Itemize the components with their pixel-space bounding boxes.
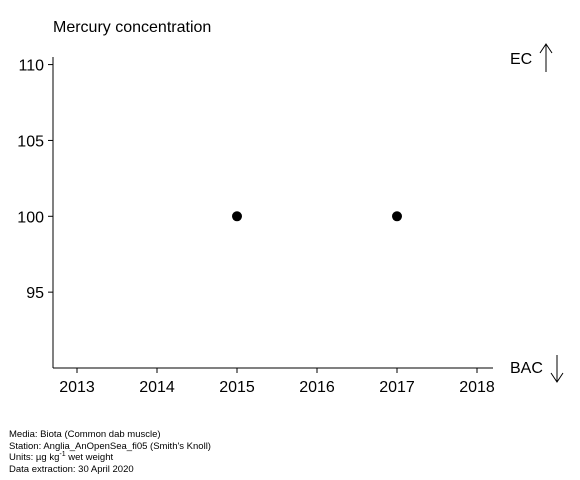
bac-arrow-head [550,372,564,383]
ec-label: EC [510,51,533,68]
data-point [392,211,402,222]
x-tick-label: 2018 [459,379,495,396]
footer-units-suffix: wet weight [65,452,114,463]
footer-extraction: Data extraction: 30 April 2020 [9,463,134,475]
chart-axes: 95 100 105 110 2013 2014 2015 2016 2017 2018 [17,57,495,396]
y-tick-label: 110 [18,58,44,75]
x-tick-label: 2014 [139,379,175,396]
chart-title: Mercury concentration [53,19,212,36]
x-tick-label: 2016 [299,379,335,396]
x-tick-label: 2017 [379,379,415,396]
data-point [232,211,242,222]
bac-label: BAC [510,360,543,377]
chart-marks [232,211,402,222]
y-tick-label: 105 [17,133,44,150]
chart-footer: Media: Biota (Common dab muscle) Station… [9,429,211,475]
footer-units-prefix: Units: µg kg [9,452,60,463]
y-tick-label: 100 [17,209,44,226]
footer-units-exponent: -1 [59,451,66,458]
x-tick-label: 2015 [219,379,255,396]
reference-arrows [539,43,564,383]
ec-arrow-head [539,43,553,54]
footer-station: Station: Anglia_AnOpenSea_fi05 (Smith's … [9,440,211,452]
footer-units: Units: µg kg-1 wet weight [9,451,211,464]
footer-media: Media: Biota (Common dab muscle) [9,429,161,440]
x-tick-label: 2013 [59,379,95,396]
y-tick-label: 95 [26,285,44,302]
